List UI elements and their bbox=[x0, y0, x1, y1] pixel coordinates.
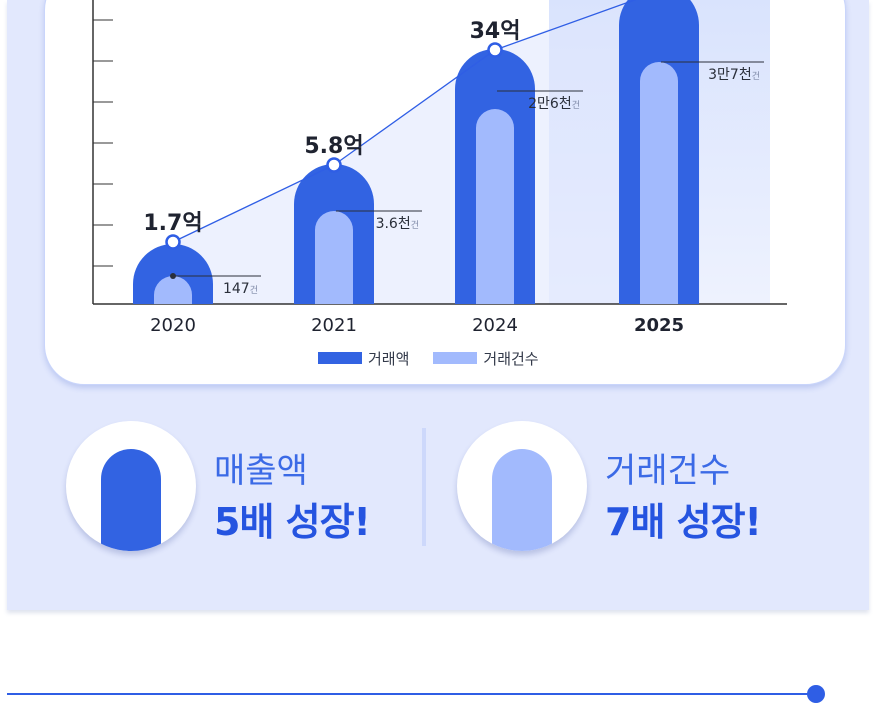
x-tick-label-2021: 2021 bbox=[311, 315, 357, 336]
legend-label-amount: 거래액 bbox=[368, 349, 410, 368]
bar-count-2020 bbox=[154, 276, 192, 304]
count-unit: 건 bbox=[752, 71, 760, 82]
amount-unit: 억 bbox=[500, 19, 520, 44]
count-unit: 건 bbox=[572, 100, 580, 111]
count-label-2025: 3만7천건 bbox=[708, 67, 760, 83]
revenue-pill-shape bbox=[101, 449, 161, 551]
stat-revenue-label: 매출액 bbox=[214, 451, 308, 491]
amount-number: 1.7 bbox=[143, 211, 182, 236]
count-number: 147 bbox=[223, 281, 250, 297]
count-leader-dot bbox=[170, 273, 176, 279]
count-unit: 건 bbox=[250, 285, 258, 296]
count-number: 3만7천 bbox=[708, 67, 752, 83]
count-label-2021: 3.6천건 bbox=[376, 216, 419, 232]
x-tick-label-2025: 2025 bbox=[634, 315, 684, 336]
count-number: 3.6천 bbox=[376, 216, 411, 232]
legend-label-count: 거래건수 bbox=[483, 349, 539, 368]
legend-swatch-count bbox=[433, 352, 478, 364]
stat-transactions-value: 7배 성장! bbox=[605, 500, 762, 544]
x-tick-label-2024: 2024 bbox=[472, 315, 518, 336]
transactions-pill-shape bbox=[492, 449, 552, 551]
legend-item-count: 거래건수 bbox=[433, 348, 539, 369]
amount-unit: 억 bbox=[182, 211, 202, 236]
amount-label-2021: 5.8억 bbox=[304, 134, 363, 159]
chart-legend: 거래액 거래건수 bbox=[318, 347, 563, 369]
bar-count-2025 bbox=[640, 62, 678, 304]
trend-point-2020 bbox=[165, 234, 181, 250]
x-tick-label-2020: 2020 bbox=[150, 315, 196, 336]
count-unit: 건 bbox=[411, 220, 419, 231]
bar-count-2021 bbox=[315, 211, 353, 304]
amount-number: 34 bbox=[470, 19, 501, 44]
count-label-2020: 147건 bbox=[223, 281, 258, 297]
stat-revenue-value: 5배 성장! bbox=[214, 500, 371, 544]
amount-unit: 억 bbox=[343, 134, 363, 159]
trend-line bbox=[172, 0, 637, 243]
legend-swatch-amount bbox=[318, 352, 362, 364]
amount-label-2020: 1.7억 bbox=[143, 211, 202, 236]
stat-divider bbox=[422, 428, 426, 546]
transactions-icon bbox=[457, 421, 587, 551]
stat-transactions-label: 거래건수 bbox=[605, 451, 731, 491]
bar-count-2024 bbox=[476, 109, 514, 304]
amount-number: 5.8 bbox=[304, 134, 343, 159]
trend-point-2024 bbox=[487, 42, 503, 58]
count-label-2024: 2만6천건 bbox=[528, 96, 580, 112]
trend-point-2021 bbox=[326, 157, 342, 173]
count-number: 2만6천 bbox=[528, 96, 572, 112]
revenue-icon bbox=[66, 421, 196, 551]
legend-item-amount: 거래액 bbox=[318, 348, 409, 369]
amount-label-2024: 34억 bbox=[470, 19, 521, 44]
footer-divider-line bbox=[7, 693, 818, 695]
footer-divider-dot bbox=[807, 685, 825, 703]
